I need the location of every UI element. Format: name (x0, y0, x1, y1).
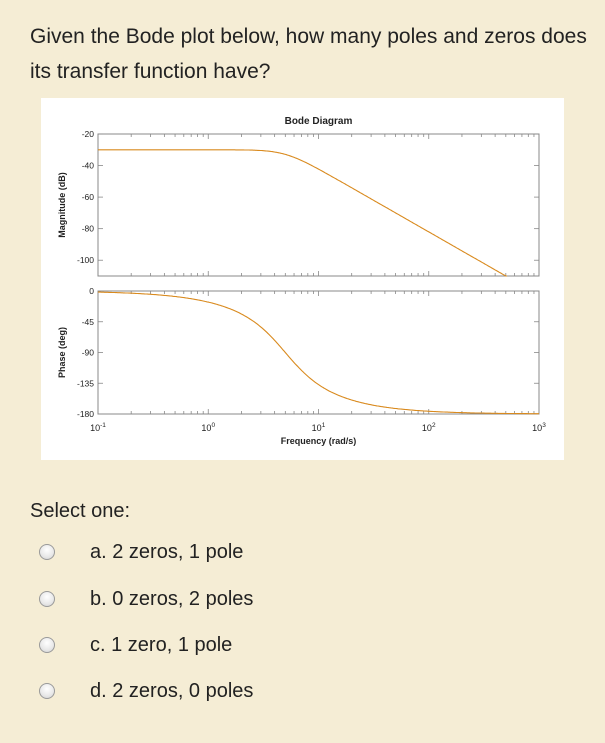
magnitude-axes (97, 133, 540, 277)
bode-plot-canvas: Bode Diagram -20 -40 -60 -80 -100 0 -45 -90 -135 -… (57, 116, 546, 446)
radio-option-b[interactable] (39, 591, 55, 607)
phase-tick-label: 0 (89, 286, 94, 296)
x-tick-label: 100 (201, 422, 215, 433)
phase-axis-label: Phase (deg) (57, 327, 67, 378)
radio-option-d[interactable] (39, 683, 55, 699)
option-a-label[interactable]: a. 2 zeros, 1 pole (90, 540, 244, 563)
option-c-label[interactable]: c. 1 zero, 1 pole (90, 633, 233, 656)
chart-title: Bode Diagram (285, 116, 353, 127)
phase-curve (98, 291, 539, 415)
magnitude-axis-label: Magnitude (dB) (57, 172, 67, 238)
x-tick-label: 103 (532, 422, 546, 433)
magnitude-tick-label: -40 (82, 161, 95, 171)
x-tick-label: 101 (312, 422, 326, 433)
phase-axes (97, 290, 540, 415)
select-one-label: Select one: (30, 500, 131, 522)
magnitude-tick-label: -80 (82, 224, 95, 234)
option-b-label[interactable]: b. 0 zeros, 2 poles (90, 587, 254, 610)
option-d[interactable]: d. 2 zeros, 0 poles (39, 676, 253, 706)
magnitude-curve (98, 149, 507, 277)
phase-tick-label: -45 (82, 317, 95, 327)
magnitude-tick-label: -100 (77, 255, 94, 265)
phase-tick-label: -180 (77, 409, 94, 419)
option-a[interactable]: a. 2 zeros, 1 pole (39, 537, 243, 567)
option-b[interactable]: b. 0 zeros, 2 poles (39, 584, 253, 614)
option-d-label[interactable]: d. 2 zeros, 0 poles (90, 679, 254, 702)
x-tick-label: 102 (422, 422, 436, 433)
x-tick-label: 10-1 (90, 422, 106, 433)
magnitude-tick-label: -20 (82, 129, 95, 139)
phase-tick-label: -90 (82, 348, 95, 358)
magnitude-tick-label: -60 (82, 192, 95, 202)
phase-tick-label: -135 (77, 378, 94, 388)
radio-option-a[interactable] (39, 544, 55, 560)
option-c[interactable]: c. 1 zero, 1 pole (39, 630, 232, 660)
question-text: Given the Bode plot below, how many pole… (30, 25, 587, 83)
x-axis-label: Frequency (rad/s) (281, 436, 357, 446)
radio-option-c[interactable] (39, 637, 55, 653)
bode-plot: Bode Diagram -20 -40 -60 -80 -100 0 -45 -90 -135 -… (41, 98, 564, 460)
